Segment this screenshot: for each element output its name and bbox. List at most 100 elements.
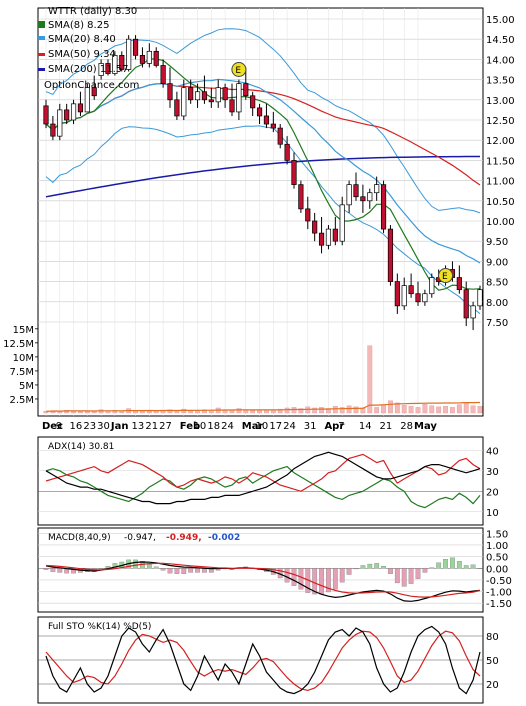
sma50-swatch [38, 53, 45, 56]
candle-body [422, 293, 428, 303]
volume-bar [257, 410, 262, 414]
macd-histogram-bar [291, 568, 297, 586]
earnings-marker-label: E [235, 66, 241, 76]
macd-histogram-bar [319, 568, 324, 595]
candle-body [353, 184, 359, 198]
volume-bar [346, 405, 352, 414]
sma8-legend: SMA(8) 8.25 [48, 20, 109, 31]
date-tick-label: 21 [145, 421, 158, 432]
candle-body [298, 184, 304, 210]
candle-body [174, 99, 180, 117]
macd-histogram-bar [374, 563, 380, 569]
date-tick-label: 24 [283, 421, 296, 432]
volume-bar [319, 407, 324, 414]
macd-histogram-bar [360, 565, 366, 569]
volume-ma-line [45, 401, 481, 412]
volume-bar [422, 403, 428, 414]
panel-tick-label: 50 [486, 656, 499, 667]
candle-body [277, 127, 283, 145]
date-tick-label: 31 [304, 421, 317, 432]
volume-tick-label: 12.5M [3, 339, 34, 350]
date-tick-label: 9 [56, 421, 62, 432]
macd-histogram-bar [153, 566, 159, 569]
macd-histogram-bar [57, 568, 63, 573]
macd-legend: MACD(8,40,9) -0.947, -0.949, -0.002 [48, 533, 240, 543]
sma200-line [45, 155, 480, 198]
date-tick-label: 17 [269, 421, 282, 432]
macd-signal-line [45, 562, 481, 598]
volume-bar [339, 407, 345, 414]
date-tick-label: 16 [70, 421, 83, 432]
candle-body [153, 50, 159, 66]
candle-body [208, 99, 214, 103]
panel-tick-label: -1.50 [486, 599, 512, 610]
panel-tick-label: 20 [486, 680, 499, 691]
price-tick-label: 13.50 [486, 76, 515, 87]
volume-bar [181, 408, 187, 414]
volume-bar [188, 410, 194, 414]
macd-histogram-bar [133, 559, 138, 569]
volume-tick-label: 7.5M [9, 367, 34, 378]
date-tick-label: May [414, 421, 437, 432]
macd-histogram-bar [353, 568, 359, 570]
volume-bar [298, 408, 304, 414]
macd-histogram-bar [167, 568, 173, 574]
date-tick-label: 24 [221, 421, 234, 432]
candle-body [401, 285, 407, 307]
candle-body [194, 91, 201, 101]
panel-tick-label: 0.00 [486, 564, 508, 575]
volume-bar [43, 411, 49, 414]
macd-histogram-bar [188, 568, 194, 573]
price-legend: WTTR (daily) 8.30 SMA(8) 8.25 SMA(20) 8.… [38, 6, 139, 91]
panel-tick-label: 1.00 [486, 541, 508, 552]
macd-histogram-bar [401, 568, 407, 587]
date-tick-label: Mar [242, 421, 264, 432]
macd-histogram-bar [312, 568, 318, 595]
volume-bar [64, 410, 70, 414]
candle-body [201, 91, 208, 101]
adx-line [45, 451, 481, 505]
panel-tick-label: -0.50 [486, 576, 512, 587]
sma200-swatch [38, 68, 45, 71]
candle-body [477, 289, 483, 307]
sto-k-line [45, 625, 481, 695]
sma20-line [45, 78, 481, 264]
price-tick-label: 13.00 [486, 96, 515, 107]
candle-body [325, 228, 332, 246]
panel-tick-label: 40 [486, 446, 499, 457]
volume-bar [264, 410, 269, 414]
sma8-swatch [38, 21, 45, 28]
macd-histogram-bar [456, 561, 462, 569]
candle-body [98, 63, 104, 76]
macd-histogram-bar [422, 568, 428, 573]
macd-histogram-bar [450, 557, 455, 569]
volume-bar [312, 407, 318, 414]
sma20-legend: SMA(20) 8.40 [48, 34, 116, 45]
volume-bar [450, 407, 455, 414]
volume-bar [167, 409, 173, 414]
candle-body [222, 87, 228, 101]
volume-bar [415, 407, 421, 414]
volume-tick-label: 15M [13, 325, 34, 336]
date-tick-label: 30 [97, 421, 110, 432]
volume-bar [78, 411, 83, 414]
macd-histogram-bar [181, 568, 187, 574]
volume-bar [401, 404, 407, 414]
volume-tick-label: 5M [19, 381, 34, 392]
volume-bar [236, 408, 242, 414]
candle-body [167, 83, 173, 101]
macd-histogram-bar [367, 563, 373, 569]
candle-body [50, 123, 56, 137]
volume-bar [284, 407, 290, 414]
panel-tick-label: 1.50 [486, 529, 508, 540]
volume-bar [250, 410, 256, 414]
adx-label: ADX(14) 30.81 [48, 442, 114, 452]
macd-panel-frame [37, 527, 484, 613]
volume-tick-label: 10M [13, 353, 34, 364]
candle-body [243, 83, 249, 97]
volume-bar [456, 404, 462, 414]
candle-body [415, 293, 421, 303]
price-tick-label: 8.00 [486, 298, 508, 309]
macd-histogram-bar [477, 568, 483, 569]
